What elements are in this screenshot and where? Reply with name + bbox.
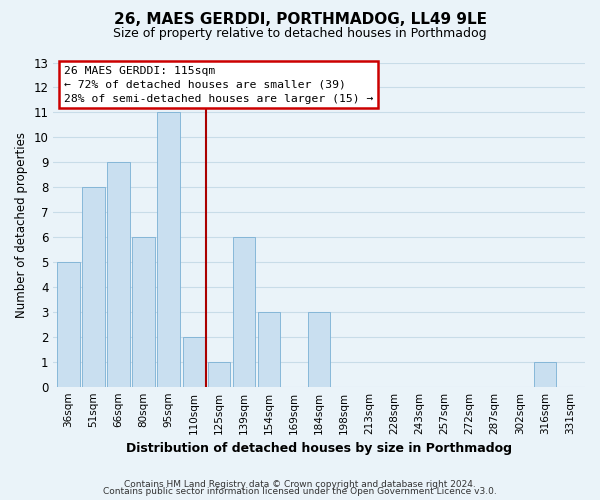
- Text: Contains public sector information licensed under the Open Government Licence v3: Contains public sector information licen…: [103, 487, 497, 496]
- Bar: [157, 112, 180, 386]
- Bar: [182, 337, 205, 386]
- Text: 26 MAES GERDDI: 115sqm
← 72% of detached houses are smaller (39)
28% of semi-det: 26 MAES GERDDI: 115sqm ← 72% of detached…: [64, 66, 373, 104]
- Text: Contains HM Land Registry data © Crown copyright and database right 2024.: Contains HM Land Registry data © Crown c…: [124, 480, 476, 489]
- Bar: [533, 362, 556, 386]
- Bar: [258, 312, 280, 386]
- Text: 26, MAES GERDDI, PORTHMADOG, LL49 9LE: 26, MAES GERDDI, PORTHMADOG, LL49 9LE: [113, 12, 487, 28]
- Bar: [133, 237, 155, 386]
- Bar: [308, 312, 331, 386]
- Bar: [82, 187, 105, 386]
- X-axis label: Distribution of detached houses by size in Porthmadog: Distribution of detached houses by size …: [126, 442, 512, 455]
- Bar: [208, 362, 230, 386]
- Text: Size of property relative to detached houses in Porthmadog: Size of property relative to detached ho…: [113, 28, 487, 40]
- Y-axis label: Number of detached properties: Number of detached properties: [15, 132, 28, 318]
- Bar: [57, 262, 80, 386]
- Bar: [233, 237, 255, 386]
- Bar: [107, 162, 130, 386]
